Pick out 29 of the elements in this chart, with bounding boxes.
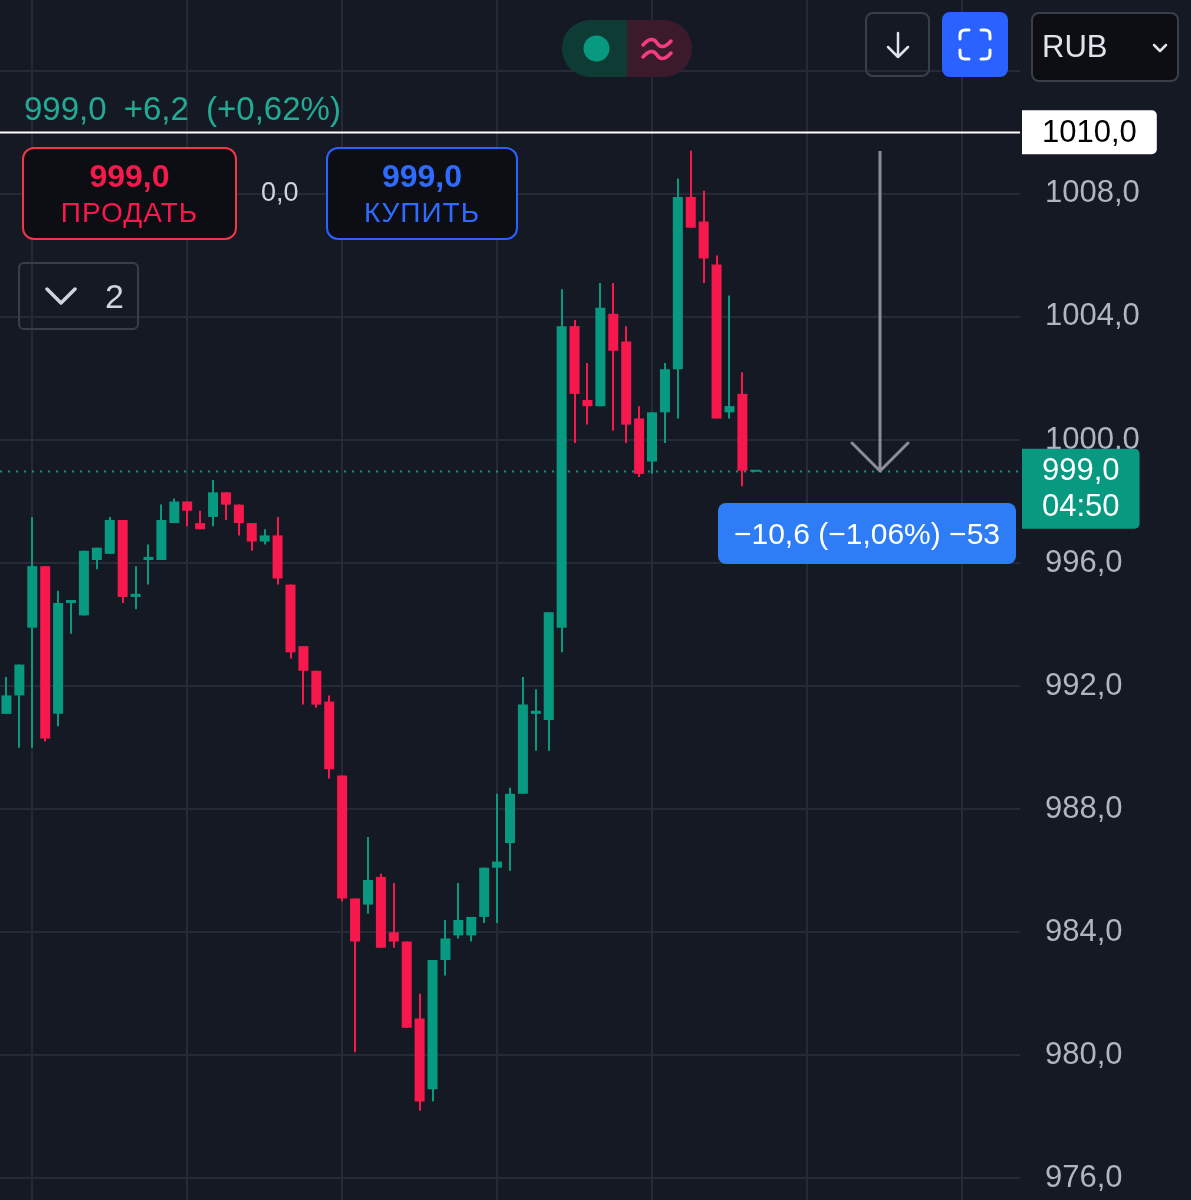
collapse-button: 2 xyxy=(18,262,139,330)
annotation: 999,0 +6,2 (+0,62%) xyxy=(24,90,341,128)
ref-line-label: 1010,0 xyxy=(1042,113,1137,149)
candlestick xyxy=(492,793,503,924)
buy-button: 999,0 КУПИТЬ xyxy=(326,147,518,240)
y-tick-label: 980,0 xyxy=(1045,1035,1123,1071)
y-tick-label: 988,0 xyxy=(1045,789,1123,825)
candlestick xyxy=(143,544,154,585)
callout-box: −10,6 (−1,06%) −53 xyxy=(717,502,1016,564)
currency-dropdown: RUB xyxy=(1031,12,1179,82)
annotation: 999,0 xyxy=(381,157,463,194)
annotation: ПРОДАТЬ xyxy=(60,196,199,229)
y-tick-label: 1008,0 xyxy=(1045,174,1140,210)
annotation: 2 xyxy=(105,277,124,316)
y-tick-label: 992,0 xyxy=(1045,666,1123,702)
annotation: КУПИТЬ xyxy=(363,196,481,229)
y-tick-label: 1004,0 xyxy=(1045,297,1140,333)
y-tick-label: 976,0 xyxy=(1045,1159,1123,1195)
candlestick xyxy=(66,600,77,634)
y-tick-label: 984,0 xyxy=(1045,912,1123,948)
annotation: 999,0 xyxy=(89,157,170,194)
candlestick xyxy=(582,363,593,425)
candlestick xyxy=(724,295,735,419)
annotation: 0,0 xyxy=(261,177,299,208)
candlestick xyxy=(130,566,141,610)
candlestick xyxy=(530,689,541,751)
sell-button: 999,0 ПРОДАТЬ xyxy=(22,147,237,240)
y-tick-label: 996,0 xyxy=(1045,543,1123,579)
annotation: −10,6 (−1,06%) −53 xyxy=(733,516,1000,550)
